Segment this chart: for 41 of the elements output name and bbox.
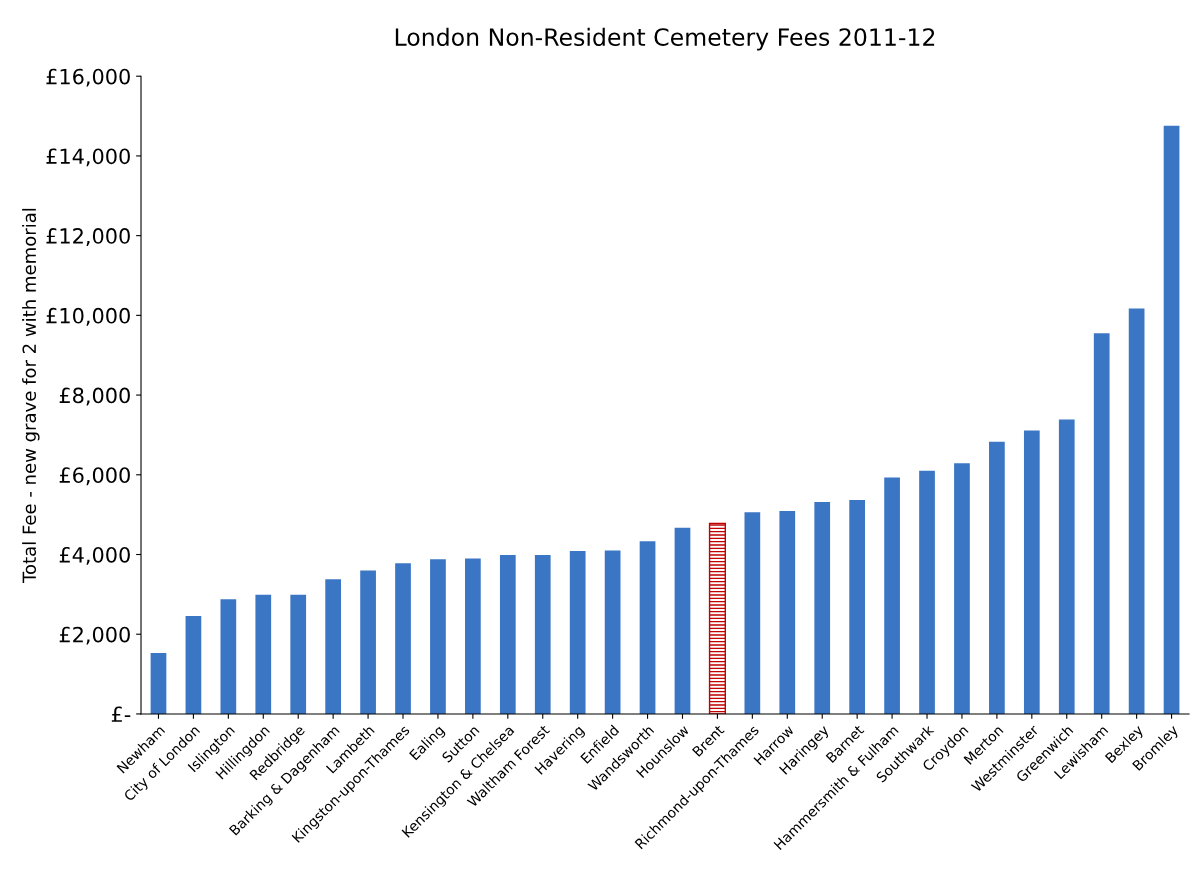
y-tick-label: £2,000 xyxy=(59,626,130,645)
bar xyxy=(499,554,516,714)
bar xyxy=(1023,430,1040,714)
y-axis-title: Total Fee - new grave for 2 with memorial xyxy=(22,208,40,583)
bar xyxy=(1163,125,1180,714)
y-tick-label: £- xyxy=(111,706,131,722)
bar xyxy=(534,554,551,714)
bar xyxy=(569,550,586,714)
bar xyxy=(325,579,342,714)
y-tick-label: £14,000 xyxy=(46,148,130,167)
y-tick-label: £12,000 xyxy=(46,228,130,246)
bar xyxy=(395,563,411,714)
bar xyxy=(430,559,446,714)
bar xyxy=(779,511,796,714)
bar xyxy=(1128,308,1145,714)
bar xyxy=(744,512,761,714)
bar xyxy=(220,599,237,714)
chart-title: London Non-Resident Cemetery Fees 2011-12 xyxy=(395,27,935,51)
bar xyxy=(954,463,970,714)
bar xyxy=(185,615,202,714)
bar xyxy=(884,477,900,714)
bar xyxy=(604,550,621,714)
bar xyxy=(639,541,656,714)
bar xyxy=(674,527,691,714)
bar xyxy=(1058,419,1075,714)
y-tick-label: £6,000 xyxy=(59,467,130,486)
bar xyxy=(989,441,1005,714)
y-tick-label: £4,000 xyxy=(59,546,130,565)
bar xyxy=(1093,333,1110,714)
bar xyxy=(814,501,831,714)
bar xyxy=(150,652,167,714)
bar xyxy=(360,570,376,714)
y-tick-label: £8,000 xyxy=(59,387,130,406)
bar xyxy=(849,499,866,714)
y-tick-label: £10,000 xyxy=(46,307,130,326)
bar xyxy=(708,522,726,714)
y-tick-label: £16,000 xyxy=(46,68,130,87)
bar xyxy=(255,594,272,714)
bar xyxy=(919,470,935,714)
bar xyxy=(290,594,307,714)
bar xyxy=(465,558,481,714)
